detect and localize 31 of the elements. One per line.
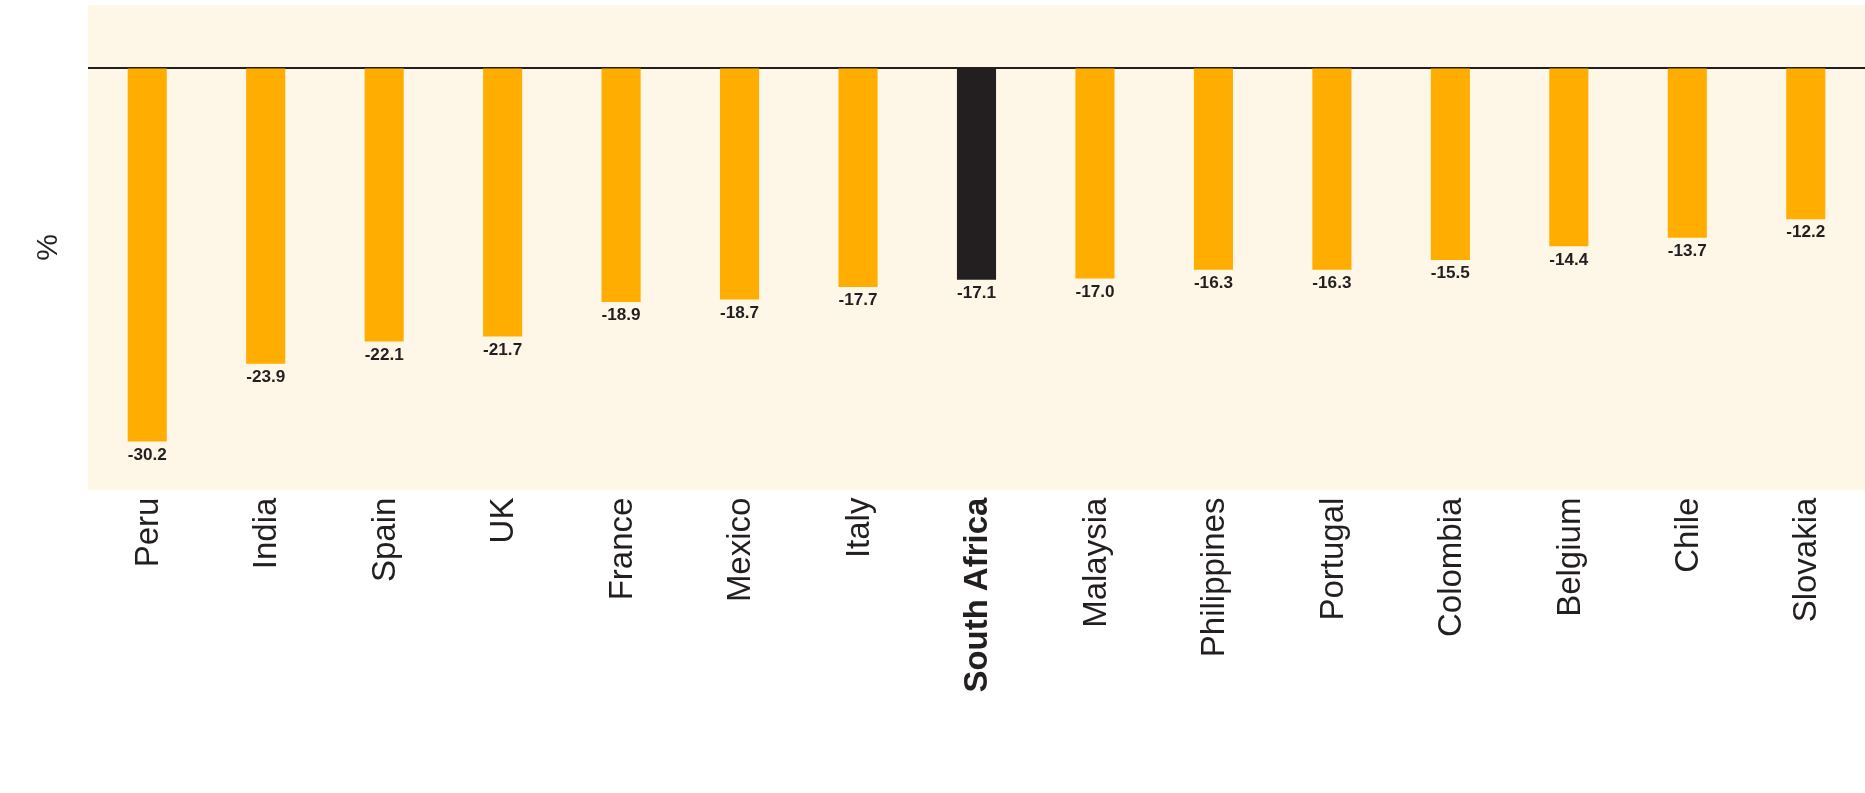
data-label: -23.9 <box>246 365 286 386</box>
x-tick-label: Slovakia <box>1786 496 1824 623</box>
data-label: -16.3 <box>1193 272 1233 293</box>
x-tick-label: Colombia <box>1431 496 1469 638</box>
data-label: -30.2 <box>127 443 167 464</box>
data-label: -18.9 <box>601 304 641 325</box>
x-tick-label: France <box>601 497 639 601</box>
data-label: -17.1 <box>956 281 997 302</box>
data-label: -17.0 <box>1075 280 1115 301</box>
data-label: -17.7 <box>838 289 878 310</box>
data-label: -22.1 <box>364 343 405 364</box>
x-tick-label: UK <box>483 497 521 544</box>
y-axis-title: % <box>30 234 63 261</box>
data-label: -12.2 <box>1786 221 1826 242</box>
x-tick-label: Mexico <box>720 497 758 603</box>
x-tick-label: Spain <box>364 497 402 583</box>
x-tick-label: South Africa <box>957 496 995 693</box>
data-label: -15.5 <box>1430 262 1471 283</box>
x-tick-label: Italy <box>838 497 876 559</box>
data-label: -14.4 <box>1549 249 1589 269</box>
x-tick-label: India <box>246 496 284 570</box>
x-tick-label: Philippines <box>1194 497 1232 658</box>
data-label: -21.7 <box>483 338 523 359</box>
x-tick-label: Malaysia <box>1075 496 1113 628</box>
x-tick-label: Portugal <box>1312 497 1350 621</box>
data-label: -16.3 <box>1312 272 1352 293</box>
x-tick-label: Chile <box>1668 497 1706 573</box>
data-label: -18.7 <box>720 301 760 322</box>
data-label: -13.7 <box>1667 239 1707 260</box>
x-tick-label: Belgium <box>1549 497 1587 617</box>
x-tick-label: Peru <box>127 497 165 568</box>
